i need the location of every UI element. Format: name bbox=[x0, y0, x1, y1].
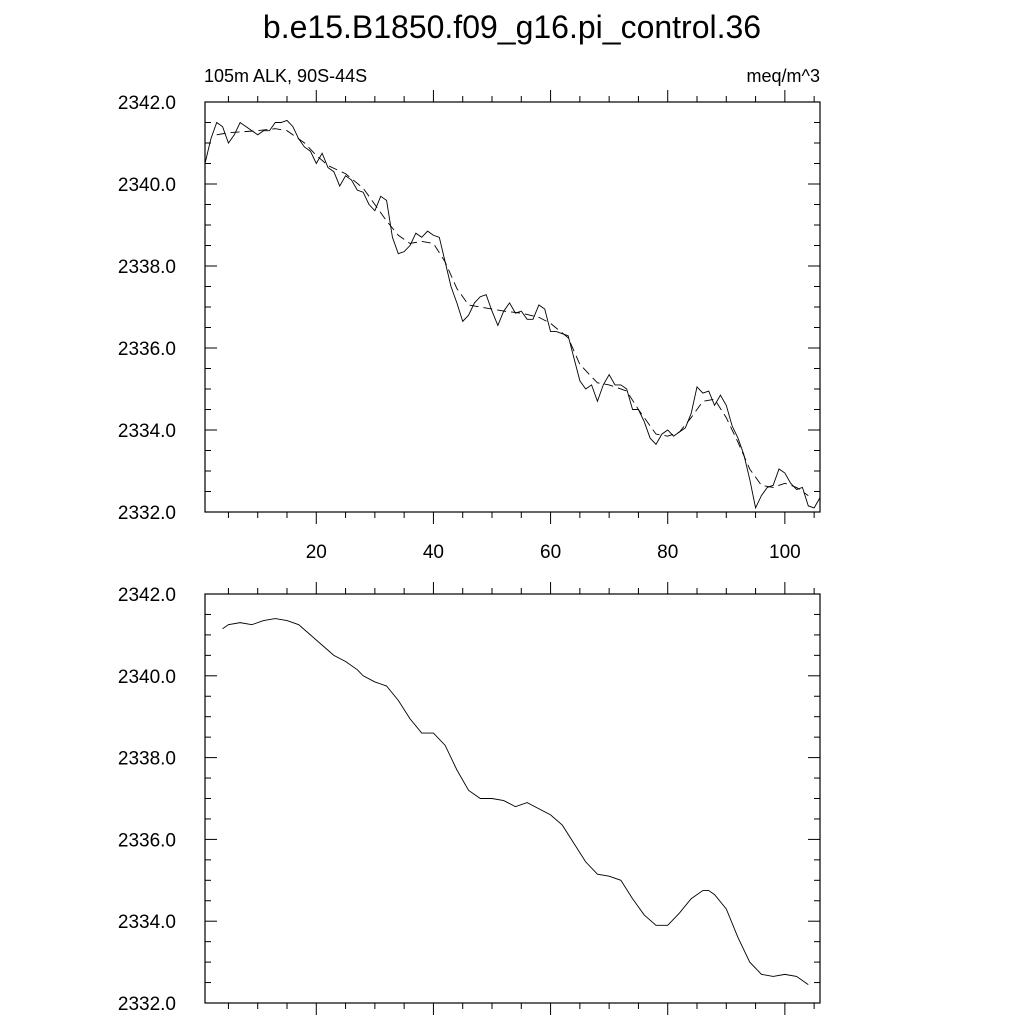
top-series-line-1-dashed bbox=[216, 128, 809, 496]
top-x-tick-label: 80 bbox=[657, 542, 678, 563]
chart-subtitle-right: meq/m^3 bbox=[747, 66, 820, 86]
top-x-tick-label: 20 bbox=[306, 542, 327, 563]
top-y-tick-label: 2334.0 bbox=[118, 421, 176, 442]
top-y-tick-label: 2338.0 bbox=[118, 257, 176, 278]
bottom-series-line-0-solid bbox=[222, 618, 809, 985]
chart-title: b.e15.B1850.f09_g16.pi_control.36 bbox=[263, 9, 761, 45]
top-y-tick-label: 2332.0 bbox=[118, 503, 176, 524]
top-series-line-0-solid bbox=[204, 119, 821, 510]
bottom-y-tick-label: 2332.0 bbox=[118, 994, 176, 1015]
top-y-tick-label: 2336.0 bbox=[118, 339, 176, 360]
chart-subtitle-left: 105m ALK, 90S-44S bbox=[204, 66, 367, 86]
top-x-tick-label: 60 bbox=[540, 542, 561, 563]
bottom-y-tick-label: 2342.0 bbox=[118, 585, 176, 606]
top-x-tick-label: 100 bbox=[769, 542, 801, 563]
bottom-y-tick-label: 2338.0 bbox=[118, 749, 176, 770]
top-plot-panel: 2342.0 2340.0 2338.0 2336.0 2334.0 2332.0 20 40… bbox=[118, 90, 821, 563]
bottom-y-tick-label: 2336.0 bbox=[118, 830, 176, 851]
bottom-y-tick-label: 2340.0 bbox=[118, 667, 176, 688]
top-y-tick-label: 2340.0 bbox=[118, 175, 176, 196]
bottom-y-tick-label: 2334.0 bbox=[118, 912, 176, 933]
bottom-plot-frame bbox=[204, 593, 821, 1004]
top-plot-frame bbox=[204, 101, 821, 513]
top-x-tick-label: 40 bbox=[423, 542, 444, 563]
top-y-tick-label: 2342.0 bbox=[118, 93, 176, 114]
bottom-plot-panel: 2342.0 2340.0 2338.0 2336.0 2334.0 2332.0 bbox=[118, 582, 821, 1015]
